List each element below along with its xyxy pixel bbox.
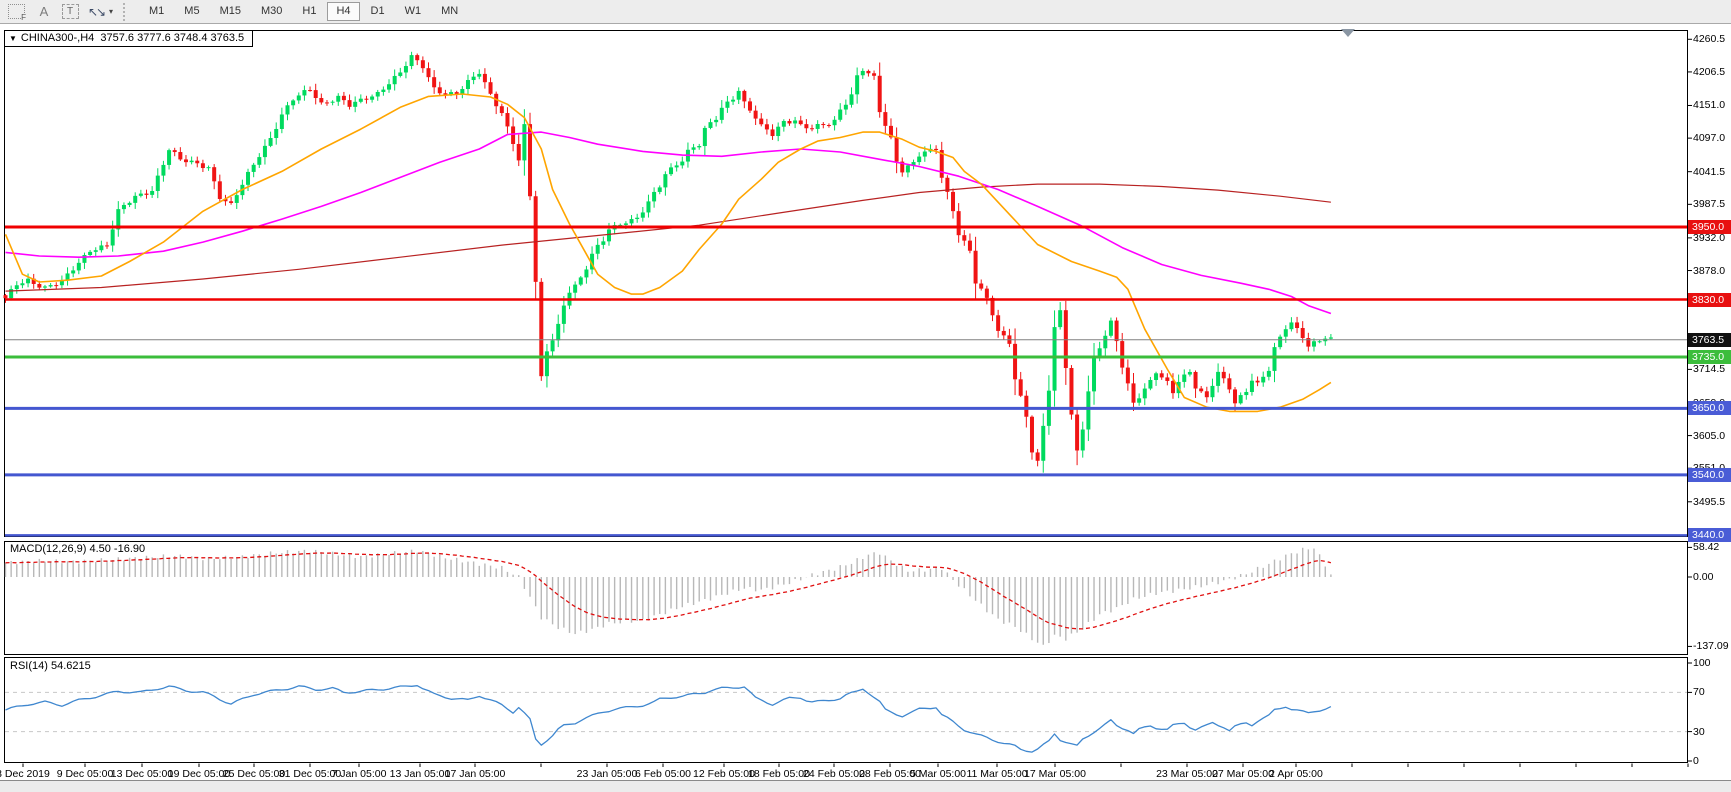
price-badge-3763.5: 3763.5	[1688, 332, 1731, 347]
price-tick: 3605.0	[1693, 429, 1726, 442]
price-badge-3650.0: 3650.0	[1688, 401, 1731, 416]
price-badge-3440.0: 3440.0	[1688, 528, 1731, 543]
macd-indicator-label: MACD(12,26,9) 4.50 -16.90	[10, 543, 146, 555]
timeframe-m30[interactable]: M30	[260, 5, 283, 17]
window-bottom-edge	[0, 780, 1731, 792]
date-label: 23 Jan 05:00	[576, 768, 638, 780]
date-label: 9 Dec 05:00	[56, 768, 114, 780]
chart-title[interactable]: ▼ CHINA300-,H4 3757.6 3777.6 3748.4 3763.…	[4, 30, 254, 47]
macd-axis-tick: 58.42	[1693, 541, 1720, 554]
date-label: 11 Mar 05:00	[966, 768, 1028, 780]
date-label: 24 Feb 05:00	[803, 768, 865, 780]
chart-title-dropdown-icon[interactable]: ▼	[9, 34, 17, 43]
chart-ohlc-values: 3757.6 3777.6 3748.4 3763.5	[100, 32, 245, 44]
date-label: 19 Dec 05:00	[167, 768, 231, 780]
ma-darkred-line	[5, 183, 1331, 292]
toolbar: F A T ↖↘ ▾ M1 M5 M15 M30 H1 H4 D1 W1 MN	[0, 0, 1731, 24]
font-icon[interactable]: A	[39, 4, 49, 19]
date-label: 3 Dec 2019	[0, 768, 50, 780]
chart-symbol-period: CHINA300-,H4	[20, 32, 95, 44]
price-tick: 4206.5	[1693, 65, 1726, 78]
price-tick: 4097.0	[1693, 132, 1726, 145]
rsi-pane-frame	[4, 657, 1688, 763]
price-badge-3950.0: 3950.0	[1688, 220, 1731, 234]
price-tick: 3495.5	[1693, 495, 1726, 508]
text-label-icon[interactable]: T	[59, 3, 81, 21]
ma-orange-line	[4, 93, 1332, 413]
ma-magenta-line	[5, 131, 1332, 315]
date-label: 31 Dec 05:00	[278, 768, 342, 780]
price-tick: 4151.0	[1693, 99, 1726, 112]
timeframe-m1[interactable]: M1	[149, 5, 165, 17]
price-badge-3830.0: 3830.0	[1688, 292, 1731, 307]
macd-histogram	[4, 547, 1332, 645]
price-tick: 3714.5	[1693, 363, 1726, 376]
date-label: 7 Jan 05:00	[331, 768, 387, 780]
price-badge-3540.0: 3540.0	[1688, 467, 1731, 482]
macd-axis-tick: 0.00	[1693, 571, 1714, 583]
price-tick: 3878.0	[1693, 264, 1726, 277]
price-tick: 4260.5	[1693, 33, 1726, 46]
date-label: 17 Jan 05:00	[444, 768, 506, 780]
rsi-line	[5, 685, 1332, 753]
price-tick: 3932.0	[1693, 231, 1726, 244]
chart-shift-marker-icon[interactable]	[1341, 29, 1355, 37]
rsi-axis-tick: 70	[1693, 686, 1705, 699]
price-badge-3735.0: 3735.0	[1688, 349, 1731, 364]
axis-tick-marks	[22, 38, 1692, 767]
price-tick: 3987.5	[1693, 198, 1726, 211]
timeframe-w1[interactable]: W1	[404, 5, 422, 17]
macd-signal-line	[5, 552, 1332, 630]
arrow-style-dropdown-caret[interactable]: ▾	[109, 7, 114, 16]
rsi-axis-tick: 0	[1693, 755, 1699, 767]
date-label: 17 Mar 05:00	[1024, 768, 1086, 780]
timeframe-button-group: M1 M5 M15 M30 H1 H4 D1 W1 MN	[139, 2, 468, 21]
rsi-axis-tick: 30	[1693, 725, 1705, 738]
date-label: 23 Mar 05:00	[1156, 768, 1218, 780]
timeframe-mn[interactable]: MN	[441, 5, 459, 17]
date-label: 5 Mar 05:00	[909, 768, 967, 780]
timeframe-m15[interactable]: M15	[219, 5, 241, 17]
rsi-axis-tick: 100	[1693, 657, 1711, 669]
macd-pane-frame	[4, 541, 1688, 655]
date-label: 25 Dec 05:00	[222, 768, 286, 780]
macd-axis-tick: -137.09	[1693, 640, 1729, 653]
date-label: 27 Mar 05:00	[1212, 768, 1274, 780]
date-label: 28 Feb 05:00	[859, 768, 921, 780]
date-label: 12 Feb 05:00	[693, 768, 755, 780]
date-label: 13 Jan 05:00	[389, 768, 451, 780]
date-label: 13 Dec 05:00	[110, 768, 174, 780]
date-label: 18 Feb 05:00	[748, 768, 810, 780]
arrow-style-icon[interactable]: ↖↘	[87, 4, 106, 19]
timeframe-d1[interactable]: D1	[370, 5, 385, 17]
timeframe-h1[interactable]: H1	[302, 5, 317, 17]
rsi-indicator-label: RSI(14) 54.6215	[10, 660, 91, 672]
cursor-grid-icon[interactable]: F	[8, 4, 26, 22]
date-label: 2 Apr 05:00	[1269, 768, 1323, 780]
timeframe-m5[interactable]: M5	[184, 5, 200, 17]
date-label: 6 Feb 05:00	[634, 768, 692, 780]
price-tick: 4041.5	[1693, 165, 1726, 178]
timeframe-h4[interactable]: H4	[327, 2, 360, 21]
toolbar-grip[interactable]	[123, 2, 131, 21]
